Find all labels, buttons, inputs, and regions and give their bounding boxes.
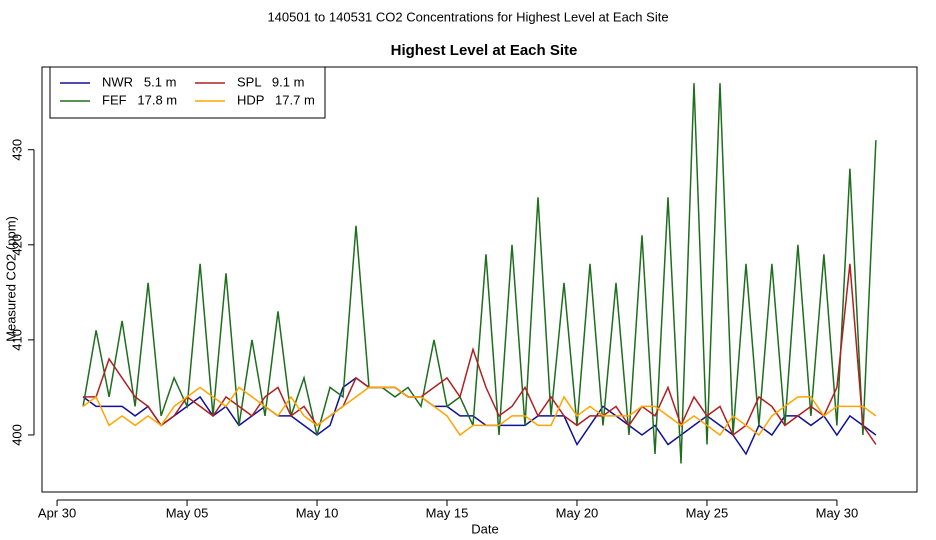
series-line xyxy=(82,83,877,464)
x-tick-label: May 05 xyxy=(166,505,209,520)
plot-frame xyxy=(41,66,918,493)
y-tick-label: 410 xyxy=(9,329,24,351)
series-line xyxy=(82,376,877,456)
x-tick-label: May 10 xyxy=(296,505,339,520)
x-axis-label: Date xyxy=(471,521,498,536)
chart-title: 140501 to 140531 CO2 Concentrations for … xyxy=(267,9,668,24)
y-tick-label: 420 xyxy=(9,234,24,256)
series-line xyxy=(83,263,877,445)
y-axis-label: Measured CO2 (ppm) xyxy=(3,216,18,342)
x-tick-label: May 15 xyxy=(426,505,469,520)
x-tick-label: May 30 xyxy=(816,505,859,520)
y-tick-label: 430 xyxy=(9,139,24,161)
x-tick-label: May 25 xyxy=(686,505,729,520)
x-tick-label: May 20 xyxy=(556,505,599,520)
legend-box xyxy=(49,66,326,119)
x-tick-label: Apr 30 xyxy=(38,505,76,520)
legend-label: HDP 17.7 m xyxy=(237,92,315,107)
series-line xyxy=(82,386,877,437)
legend-label: SPL 9.1 m xyxy=(237,74,304,89)
y-tick-label: 400 xyxy=(9,424,24,446)
legend-label: NWR 5.1 m xyxy=(102,74,176,89)
chart-subtitle: Highest Level at Each Site xyxy=(391,42,578,59)
legend-label: FEF 17.8 m xyxy=(102,92,177,107)
